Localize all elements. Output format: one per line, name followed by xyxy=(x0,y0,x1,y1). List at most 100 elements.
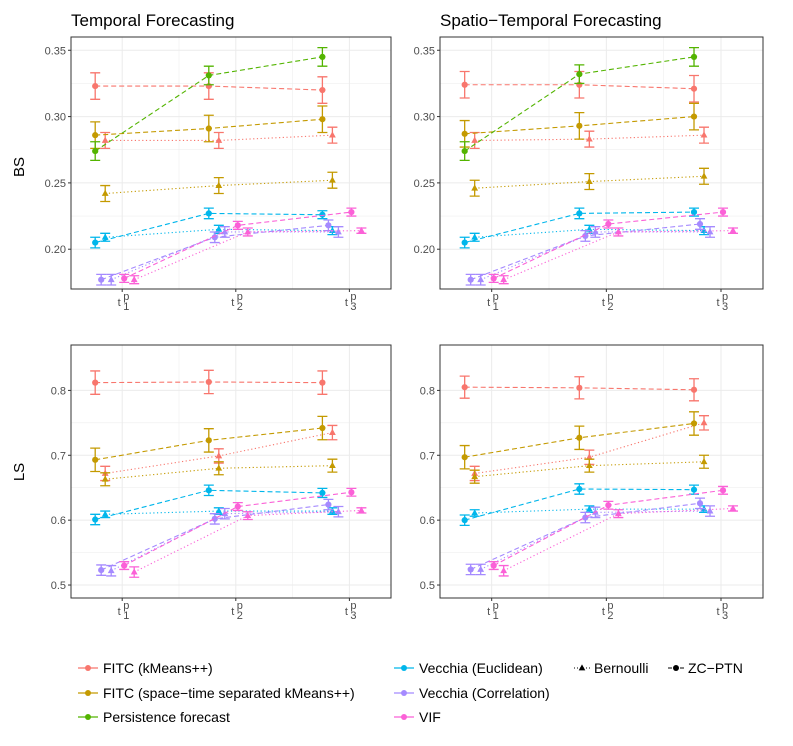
point-marker xyxy=(130,275,138,283)
point-marker xyxy=(500,566,508,574)
point-marker xyxy=(461,384,468,391)
point-marker xyxy=(101,475,109,482)
x-tick-label: t xyxy=(118,297,121,309)
point-marker xyxy=(471,233,479,240)
legend: FITC (kMeans++) FITC (space−time separate… xyxy=(78,660,743,725)
x-tick-superscript: p xyxy=(123,600,129,612)
point-marker xyxy=(329,226,336,234)
point-marker xyxy=(461,130,468,137)
x-tick-superscript: p xyxy=(493,600,499,612)
point-marker xyxy=(319,489,326,497)
point-marker xyxy=(358,226,365,234)
y-tick-label: 0.35 xyxy=(414,45,435,57)
row-label-bs: BS xyxy=(11,157,28,177)
point-marker xyxy=(585,135,593,142)
point-marker xyxy=(700,457,708,465)
x-tick-label: t xyxy=(487,297,490,309)
point-marker xyxy=(591,228,599,235)
point-marker xyxy=(605,220,612,228)
point-marker xyxy=(107,566,115,574)
point-marker xyxy=(576,485,583,493)
point-marker xyxy=(696,220,704,228)
point-marker xyxy=(319,424,326,432)
x-tick-subscript: 3 xyxy=(722,301,728,313)
x-tick-superscript: p xyxy=(237,291,243,303)
legend-key-point xyxy=(401,690,407,696)
panel-0: 0.200.250.300.35t p1 t p2 t p3 xyxy=(45,36,392,313)
point-marker xyxy=(221,228,229,235)
point-marker xyxy=(585,453,593,460)
series-line-vif-bernoulli xyxy=(503,507,734,572)
x-tick-subscript: 1 xyxy=(493,610,499,622)
series-line-vecchia_euclid-zcptn xyxy=(464,211,695,244)
point-marker xyxy=(211,234,218,241)
point-marker xyxy=(729,226,737,234)
point-marker xyxy=(101,233,109,240)
point-marker xyxy=(205,210,212,217)
series-line-vecchia_corr-bernoulli xyxy=(480,231,711,281)
panel-background xyxy=(71,37,391,289)
point-marker xyxy=(461,517,468,524)
point-marker xyxy=(205,72,212,79)
legend-key-point xyxy=(578,664,586,671)
point-marker xyxy=(329,176,336,183)
point-marker xyxy=(471,472,479,480)
y-tick-label: 0.6 xyxy=(51,515,66,527)
point-marker xyxy=(471,509,479,516)
y-tick-label: 0.5 xyxy=(51,580,66,592)
point-marker xyxy=(614,509,622,517)
point-marker xyxy=(605,502,612,509)
point-marker xyxy=(461,454,468,461)
point-marker xyxy=(358,506,365,513)
x-tick-superscript: p xyxy=(493,291,499,303)
x-tick-subscript: 2 xyxy=(607,301,613,313)
column-title-spatio-temporal: Spatio−Temporal Forecasting xyxy=(440,11,662,30)
x-tick-label: t xyxy=(602,297,605,309)
legend-label-persistence: Persistence forecast xyxy=(103,709,230,725)
point-marker xyxy=(92,456,99,463)
point-marker xyxy=(319,53,326,60)
point-marker xyxy=(585,461,593,469)
point-marker xyxy=(329,428,336,435)
x-tick-subscript: 2 xyxy=(237,610,243,622)
panel-border xyxy=(439,344,764,599)
point-marker xyxy=(690,53,698,60)
row-label-ls: LS xyxy=(11,463,28,481)
panel-3: 0.50.60.70.8t p1 t p2 t p3 xyxy=(420,344,764,622)
point-marker xyxy=(319,86,326,94)
series-line-vif-zcptn xyxy=(123,211,352,279)
legend-key-point xyxy=(85,690,91,696)
x-tick-superscript: p xyxy=(237,600,243,612)
point-marker xyxy=(92,147,99,155)
x-tick-subscript: 1 xyxy=(123,301,129,313)
point-marker xyxy=(729,504,737,511)
point-marker xyxy=(215,181,223,188)
point-marker xyxy=(696,500,704,507)
y-tick-label: 0.20 xyxy=(414,244,435,256)
legend-label-zcptn: ZC−PTN xyxy=(688,660,743,676)
point-marker xyxy=(130,568,138,575)
y-tick-label: 0.6 xyxy=(420,515,435,527)
point-marker xyxy=(121,562,128,569)
point-marker xyxy=(719,208,727,216)
legend-label-vif: VIF xyxy=(419,709,441,725)
series-line-fitc_st-bernoulli xyxy=(105,465,333,480)
x-tick-subscript: 3 xyxy=(350,301,356,313)
x-tick-subscript: 2 xyxy=(607,610,613,622)
x-tick-label: t xyxy=(716,297,719,309)
point-marker xyxy=(215,464,223,471)
legend-label-vecchia_corr: Vecchia (Correlation) xyxy=(419,685,550,701)
point-marker xyxy=(461,147,468,155)
series-line-vecchia_euclid-zcptn xyxy=(95,489,323,521)
point-marker xyxy=(467,566,474,573)
point-marker xyxy=(348,208,355,216)
point-marker xyxy=(700,131,708,138)
x-tick-subscript: 2 xyxy=(237,301,243,313)
point-marker xyxy=(205,378,212,386)
x-tick-superscript: p xyxy=(350,600,356,612)
y-tick-label: 0.30 xyxy=(414,112,435,124)
x-tick-superscript: p xyxy=(123,291,129,303)
point-marker xyxy=(461,239,468,246)
point-marker xyxy=(700,172,708,179)
legend-key-point xyxy=(401,665,407,671)
